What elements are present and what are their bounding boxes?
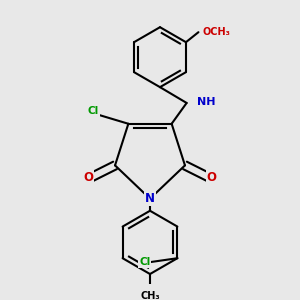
Text: O: O	[83, 170, 93, 184]
Text: Cl: Cl	[88, 106, 99, 116]
Text: CH₃: CH₃	[140, 291, 160, 300]
Text: N: N	[145, 192, 155, 205]
Text: OCH₃: OCH₃	[202, 27, 230, 37]
Text: Cl: Cl	[139, 257, 151, 267]
Text: O: O	[207, 170, 217, 184]
Text: NH: NH	[196, 97, 215, 107]
